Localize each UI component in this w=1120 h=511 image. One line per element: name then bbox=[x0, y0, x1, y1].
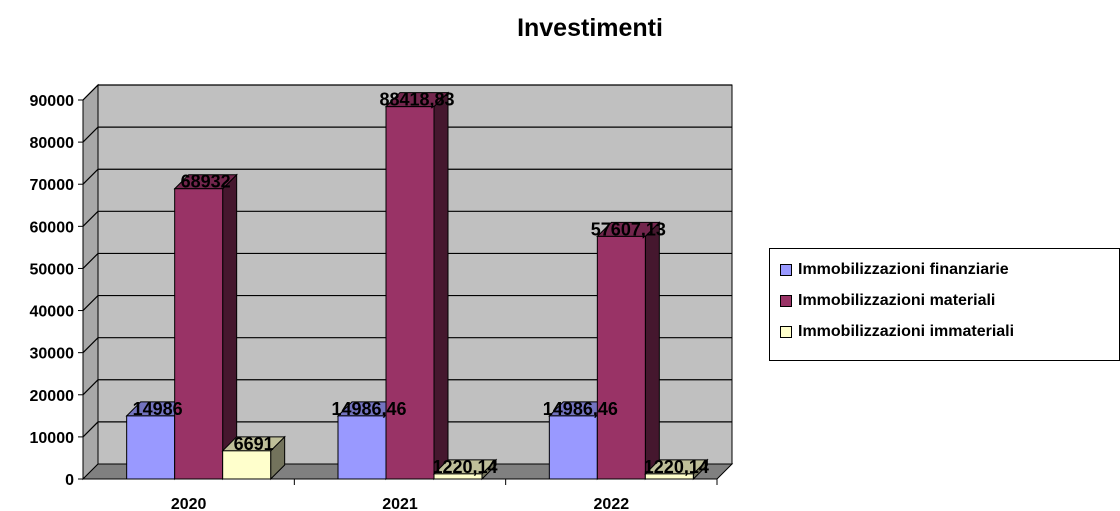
gridline bbox=[82, 252, 732, 269]
legend-label: Immobilizzazioni immateriali bbox=[798, 323, 1015, 340]
bar bbox=[337, 415, 387, 480]
y-tick-label: 40000 bbox=[30, 304, 75, 321]
y-tick-label: 20000 bbox=[30, 388, 75, 405]
gridline bbox=[82, 421, 732, 438]
gridline bbox=[82, 379, 732, 396]
x-tick-label: 2021 bbox=[382, 496, 418, 511]
legend-swatch bbox=[780, 326, 792, 338]
y-tick-label: 70000 bbox=[30, 177, 75, 194]
gridline bbox=[82, 168, 732, 185]
gridline bbox=[82, 84, 732, 101]
gridline bbox=[82, 337, 732, 354]
data-label: 68932 bbox=[181, 172, 231, 192]
bar bbox=[433, 473, 483, 480]
bar bbox=[385, 106, 435, 480]
data-label: 1220,14 bbox=[644, 457, 709, 477]
gridline bbox=[82, 210, 732, 227]
data-label: 57607,13 bbox=[591, 219, 666, 239]
data-label: 14986,46 bbox=[543, 399, 618, 419]
bar bbox=[126, 415, 176, 480]
legend-item: Immobilizzazioni materiali bbox=[780, 291, 995, 311]
data-label: 14986 bbox=[133, 399, 183, 419]
y-tick-label: 80000 bbox=[30, 135, 75, 152]
bar bbox=[222, 450, 272, 480]
y-tick-label: 0 bbox=[65, 472, 74, 489]
legend-label: Immobilizzazioni finanziarie bbox=[798, 261, 1009, 278]
data-label: 88418,83 bbox=[379, 90, 454, 110]
x-tick-label: 2022 bbox=[594, 496, 630, 511]
legend-item: Immobilizzazioni finanziarie bbox=[780, 260, 1009, 280]
legend-item: Immobilizzazioni immateriali bbox=[780, 322, 1014, 342]
y-tick-label: 50000 bbox=[30, 261, 75, 278]
legend-swatch bbox=[780, 295, 792, 307]
side-wall bbox=[82, 83, 99, 481]
y-tick-label: 90000 bbox=[30, 93, 75, 110]
legend: Immobilizzazioni finanziarie Immobilizzaz… bbox=[769, 248, 1120, 361]
bar-side bbox=[433, 91, 449, 481]
bar bbox=[596, 235, 646, 480]
data-label: 1220,14 bbox=[432, 457, 497, 477]
bar bbox=[174, 188, 224, 480]
gridline bbox=[82, 126, 732, 143]
legend-label: Immobilizzazioni materiali bbox=[798, 292, 996, 309]
gridline bbox=[82, 294, 732, 311]
x-tick-label: 2020 bbox=[171, 496, 207, 511]
y-tick-label: 10000 bbox=[30, 430, 75, 447]
y-tick-label: 30000 bbox=[30, 346, 75, 363]
bar bbox=[644, 473, 694, 480]
data-label: 6691 bbox=[234, 434, 274, 454]
legend-swatch bbox=[780, 264, 792, 276]
bar bbox=[548, 415, 598, 480]
y-tick-label: 60000 bbox=[30, 219, 75, 236]
chart-title: Investimenti bbox=[517, 14, 663, 42]
bar-side bbox=[644, 221, 660, 481]
data-label: 14986,46 bbox=[331, 399, 406, 419]
